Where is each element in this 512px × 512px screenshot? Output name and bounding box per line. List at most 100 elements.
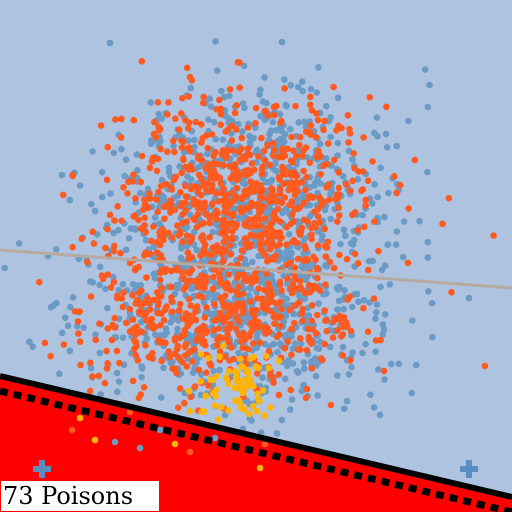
player-agent [261,74,268,81]
enemy-agent [178,144,186,151]
enemy-agent [201,314,209,321]
enemy-agent [393,189,400,197]
player-agent [269,118,277,126]
enemy-agent [59,191,67,199]
food-pellet [213,373,220,380]
enemy-agent [303,385,311,393]
food-pellet [237,355,244,363]
food-pellet [249,403,257,410]
player-agent [382,130,390,138]
player-agent [246,284,253,292]
player-agent [191,136,198,144]
enemy-agent [294,255,302,263]
enemy-agent [288,285,296,293]
player-agent [278,127,285,135]
enemy-agent [217,180,225,187]
player-agent [239,179,247,187]
food-pellet [236,384,243,392]
player-agent [89,148,96,155]
player-agent [157,394,165,401]
enemy-agent [308,235,315,243]
enemy-agent [291,205,299,212]
player-agent [161,331,168,339]
enemy-agent [149,349,156,357]
enemy-agent [208,251,216,258]
enemy-agent [103,176,111,184]
enemy-agent [104,271,112,278]
player-agent [253,331,261,338]
player-agent [362,340,369,348]
player-agent [301,365,308,373]
enemy-agent [256,240,264,248]
enemy-agent [166,353,174,361]
enemy-agent [255,285,262,292]
player-agent [385,189,392,197]
enemy-agent [335,184,343,192]
enemy-agent [198,139,205,146]
player-agent [400,218,408,225]
enemy-agent [188,234,196,242]
enemy-agent [170,176,178,183]
enemy-agent [257,182,264,189]
enemy-agent [171,350,179,358]
enemy-agent [87,359,94,367]
player-agent [151,274,159,282]
enemy-agent [313,110,320,117]
player-agent [88,200,95,208]
player-agent [298,263,306,271]
enemy-agent [142,342,149,349]
player-agent [56,370,63,378]
enemy-agent [171,337,179,344]
player-agent [87,364,95,372]
enemy-agent [201,284,208,292]
enemy-agent [361,223,368,231]
enemy-agent [190,196,198,203]
enemy-agent [278,199,286,207]
enemy-agent [220,197,227,204]
enemy-agent [161,306,169,314]
enemy-agent [194,155,202,162]
enemy-agent [275,391,283,399]
player-agent [371,181,378,188]
enemy-agent [95,372,103,380]
player-agent [366,299,373,306]
enemy-agent [141,312,149,320]
player-agent [283,362,291,370]
enemy-agent [259,304,267,312]
enemy-agent [287,386,295,394]
enemy-agent [396,181,404,189]
enemy-agent [185,269,193,277]
player-agent [373,309,380,316]
player-agent [53,246,60,253]
enemy-agent [135,216,142,224]
food-pellet [255,396,262,403]
enemy-agent [215,270,223,277]
enemy-agent [213,190,220,197]
enemy-agent [288,351,295,359]
player-agent [428,299,436,307]
food-pellet [216,353,223,361]
enemy-agent [305,337,313,344]
enemy-agent [280,180,288,188]
enemy-agent [150,130,158,138]
enemy-agent [176,334,184,342]
enemy-agent [238,134,246,142]
enemy-agent [304,257,312,264]
enemy-agent [217,277,224,285]
enemy-agent [217,110,225,118]
player-agent [212,220,219,228]
enemy-agent [293,172,301,180]
enemy-agent [232,325,240,333]
player-agent [371,129,378,137]
enemy-agent [132,331,139,339]
enemy-agent [294,188,301,195]
enemy-agent [161,215,168,222]
enemy-agent [202,241,209,249]
player-agent [412,361,420,369]
enemy-agent [481,362,489,370]
enemy-agent [60,341,68,348]
enemy-agent [213,342,221,349]
enemy-agent [256,208,264,216]
